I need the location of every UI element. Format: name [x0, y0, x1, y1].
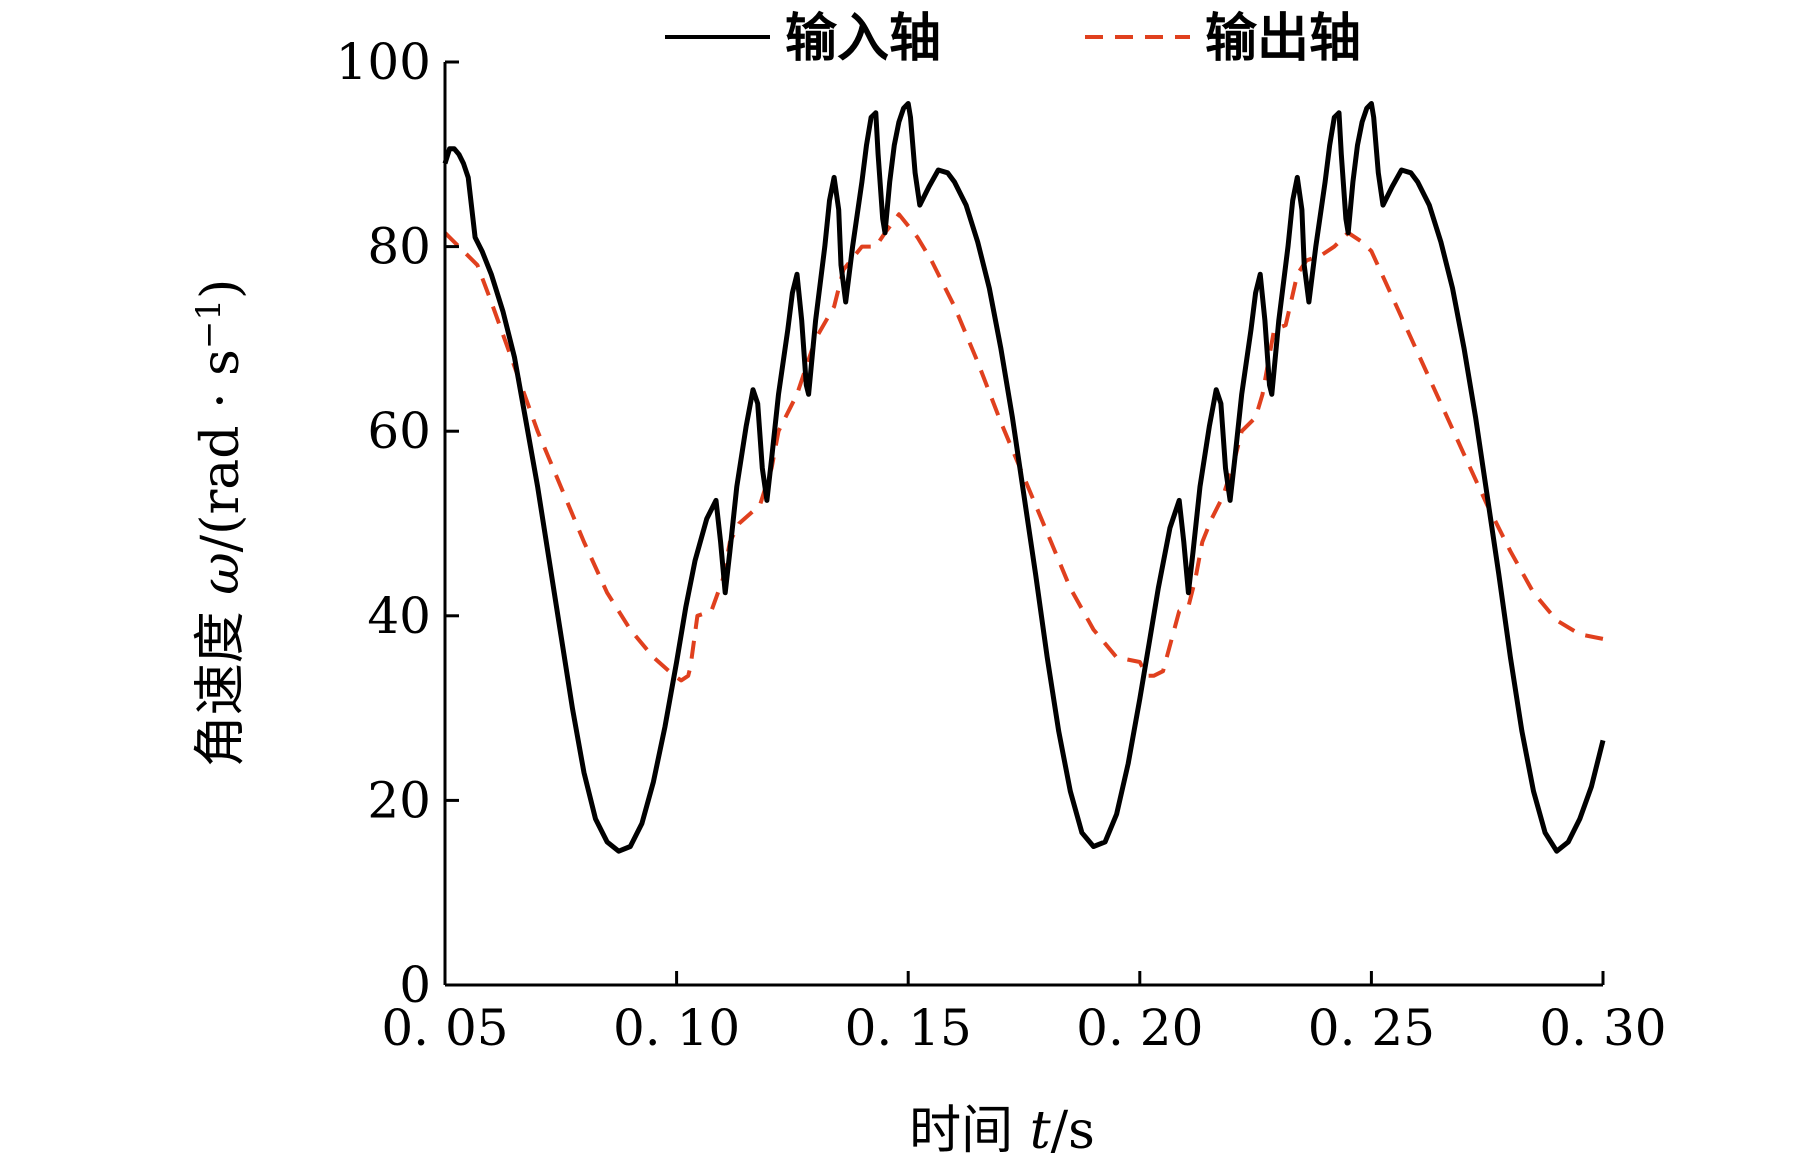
input-shaft-line — [442, 101, 1606, 854]
x-axis-title: 时间 t/s — [909, 1101, 1095, 1161]
legend: 输入轴 输出轴 — [665, 9, 1361, 69]
y-axis-title-var: ω — [191, 552, 251, 594]
x-tick-label: 0. 15 — [845, 999, 972, 1057]
series-layer — [442, 101, 1606, 854]
y-tick-label: 40 — [367, 587, 431, 645]
y-axis-title-sup: −1 — [189, 299, 229, 349]
x-axis-title-prefix: 时间 — [909, 1101, 1030, 1161]
x-axis-title-var: t — [1030, 1101, 1051, 1161]
y-axis-title: 角速度 ω/(rad · s−1) — [189, 279, 251, 768]
legend-label-input-shaft: 输入轴 — [785, 9, 941, 69]
x-tick-label: 0. 30 — [1539, 999, 1666, 1057]
y-tick-label: 60 — [367, 402, 431, 460]
y-tick-label: 0 — [399, 956, 431, 1014]
output-shaft-line — [443, 212, 1604, 683]
y-axis-title-unit: /(rad · s — [191, 349, 251, 552]
x-axis-title-unit: /s — [1051, 1101, 1095, 1161]
y-tick-label: 100 — [336, 33, 431, 91]
x-tick-label: 0. 25 — [1308, 999, 1435, 1057]
x-tick-label: 0. 10 — [613, 999, 740, 1057]
x-tick-label: 0. 05 — [381, 999, 508, 1057]
legend-label-output-shaft: 输出轴 — [1205, 9, 1361, 69]
x-tick-label: 0. 20 — [1076, 999, 1203, 1057]
y-tick-label: 80 — [367, 218, 431, 276]
plot-area: 0. 05 0. 10 0. 15 0. 20 0. 25 0. 30 0 20 40 60 80… — [336, 33, 1667, 1057]
y-axis-title-close: ) — [191, 279, 251, 299]
x-ticks: 0. 05 0. 10 0. 15 0. 20 0. 25 0. 30 — [381, 971, 1667, 1057]
y-tick-label: 20 — [367, 771, 431, 829]
y-axis-title-prefix: 角速度 — [191, 595, 251, 768]
y-ticks: 0 20 40 60 80 100 — [336, 33, 459, 1014]
